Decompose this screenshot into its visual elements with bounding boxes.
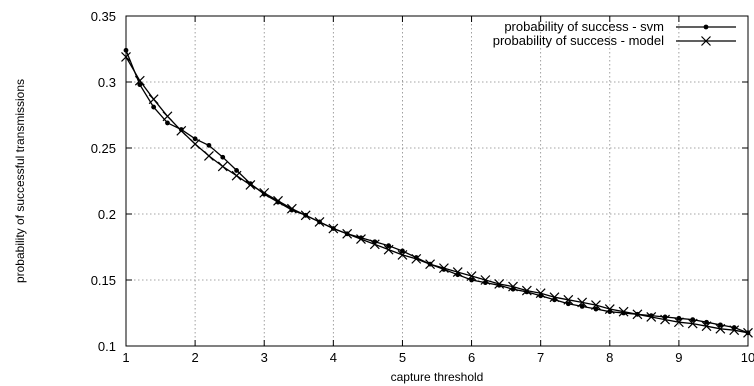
x-axis-label: capture threshold	[391, 370, 484, 384]
data-point	[369, 239, 380, 250]
data-point	[137, 82, 143, 88]
legend-marker	[703, 24, 709, 30]
data-point	[314, 216, 325, 227]
data-point	[342, 228, 353, 239]
x-tick-label: 10	[741, 350, 754, 365]
data-point	[565, 301, 571, 307]
data-point	[717, 322, 723, 328]
data-point	[676, 315, 682, 321]
data-point	[687, 318, 698, 329]
data-point	[591, 300, 601, 311]
y-tick-label: 0.35	[91, 9, 116, 24]
data-point	[190, 139, 201, 149]
x-tick-label: 3	[261, 350, 268, 365]
data-point	[469, 277, 474, 283]
x-tick-label: 1	[122, 350, 129, 365]
grid	[126, 16, 748, 346]
series-2	[121, 51, 753, 338]
x-tick-label: 5	[399, 350, 406, 365]
data-point	[220, 154, 226, 160]
data-point	[535, 288, 546, 299]
data-point	[273, 195, 283, 206]
data-point	[729, 325, 740, 336]
data-point	[386, 243, 392, 249]
data-point	[494, 279, 505, 289]
data-point	[521, 285, 532, 296]
data-point	[151, 104, 157, 110]
data-point	[217, 161, 228, 172]
y-tick-label: 0.25	[91, 141, 116, 156]
data-point	[178, 127, 184, 132]
data-point	[673, 317, 684, 328]
data-point	[400, 248, 405, 254]
data-point	[452, 267, 463, 278]
y-tick-label: 0.15	[91, 273, 116, 288]
data-point	[690, 317, 696, 322]
legend: probability of success - svmprobability …	[493, 19, 736, 48]
data-point	[234, 168, 239, 173]
series-line	[125, 56, 749, 334]
y-axis-label: probability of successful transmissions	[13, 79, 27, 283]
legend-label: probability of success - svm	[504, 19, 664, 34]
x-tick-label: 2	[191, 350, 198, 365]
data-point	[704, 319, 709, 325]
data-point	[397, 249, 408, 260]
data-point	[411, 253, 422, 264]
x-tick-label: 6	[468, 350, 475, 365]
data-point	[206, 142, 212, 148]
data-point	[563, 294, 574, 305]
data-point	[383, 244, 394, 255]
data-point	[660, 314, 670, 325]
data-point	[549, 292, 560, 303]
data-point	[245, 180, 256, 190]
data-point	[425, 259, 436, 270]
data-point	[148, 94, 159, 105]
data-point	[328, 223, 339, 234]
data-point	[204, 150, 214, 161]
legend-label: probability of success - model	[493, 33, 664, 48]
x-tick-label: 7	[537, 350, 544, 365]
data-point	[286, 203, 297, 214]
data-point	[577, 297, 588, 308]
data-point	[300, 210, 311, 221]
data-point	[466, 271, 477, 281]
data-point	[162, 111, 173, 122]
data-point	[632, 309, 643, 320]
data-point	[356, 234, 366, 245]
data-point	[593, 306, 599, 312]
data-point	[604, 304, 615, 314]
series-line	[125, 50, 749, 334]
data-point	[715, 323, 726, 334]
series-layer	[121, 47, 753, 338]
x-tick-label: 8	[606, 350, 613, 365]
data-point	[176, 125, 187, 136]
y-tick-label: 0.2	[98, 207, 116, 222]
data-point	[192, 136, 198, 142]
data-point	[646, 312, 657, 322]
data-point	[438, 263, 449, 274]
data-point	[701, 321, 712, 332]
x-tick-label: 9	[675, 350, 682, 365]
y-tick-label: 0.3	[98, 75, 116, 90]
data-point	[743, 327, 753, 338]
data-point	[121, 51, 131, 62]
series-1	[123, 47, 751, 336]
data-point	[259, 187, 270, 198]
x-tick-label: 4	[330, 350, 337, 365]
data-point	[508, 281, 518, 292]
y-tick-label: 0.1	[98, 339, 116, 354]
data-point	[134, 75, 145, 86]
axis-ticks: 1 2 3 4 5 6 7 8 9 10 0.1 0.15 0.2 0.25 0.3 0.35	[91, 9, 754, 365]
data-point	[480, 275, 491, 285]
data-point	[618, 306, 629, 317]
data-point	[123, 47, 129, 53]
legend-marker	[701, 36, 711, 46]
data-point	[231, 170, 242, 181]
data-point	[165, 120, 170, 126]
data-point	[579, 304, 585, 309]
plot-frame	[125, 15, 749, 347]
